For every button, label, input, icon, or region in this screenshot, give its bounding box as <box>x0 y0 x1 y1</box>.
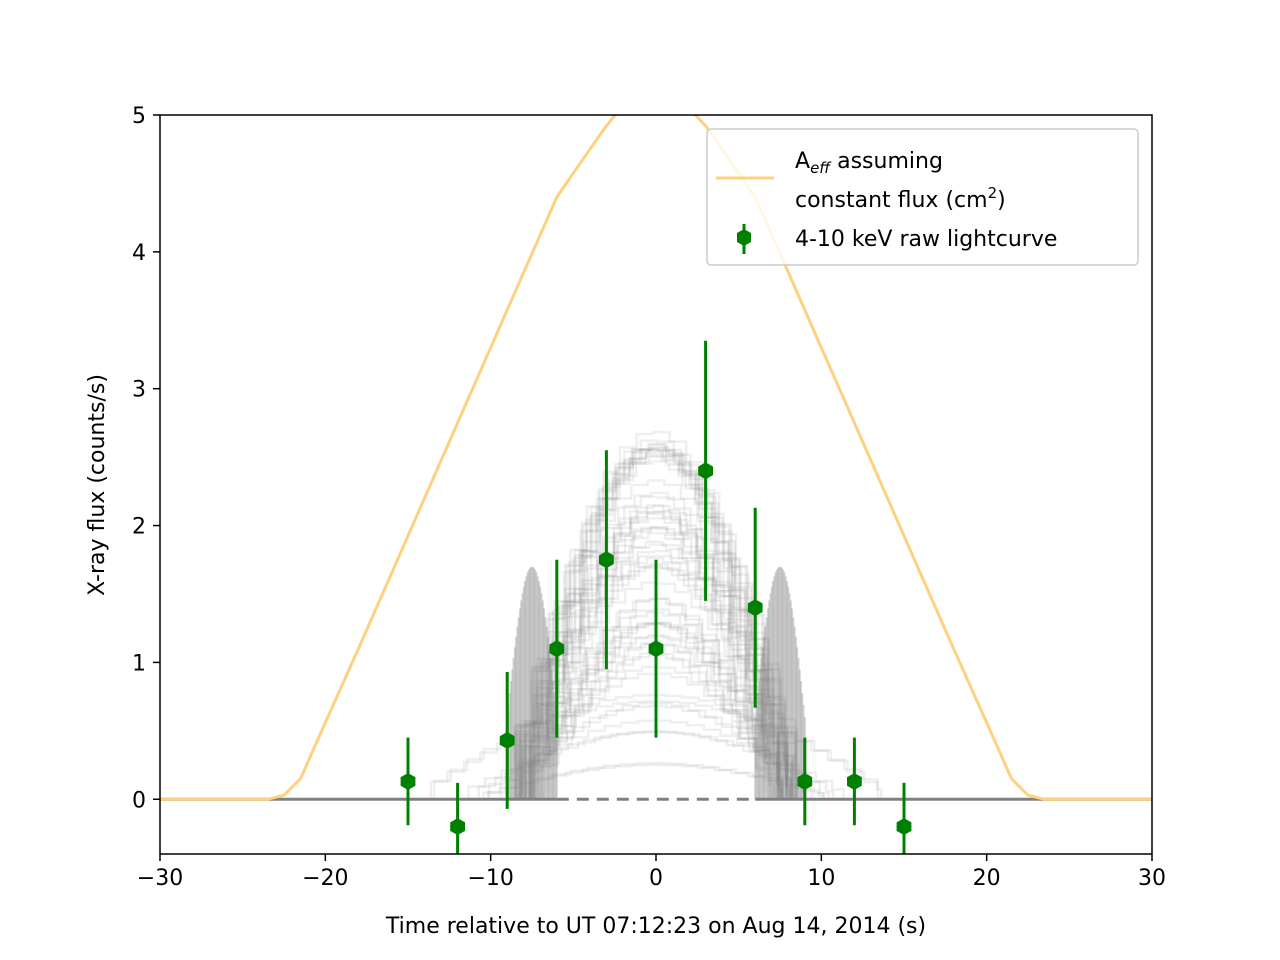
model-lightcurve <box>160 730 1152 801</box>
model-lightcurve <box>160 566 1152 801</box>
model-lightcurve <box>160 611 1152 801</box>
model-lightcurve <box>160 564 1152 801</box>
y-tick-label: 2 <box>132 515 146 540</box>
model-lightcurve <box>160 532 1152 801</box>
legend-aeff-label-line2: constant flux (cm2) <box>795 184 1006 213</box>
lightcurve-point <box>698 462 713 480</box>
lightcurve-point <box>599 551 614 569</box>
model-lightcurve <box>160 491 1152 801</box>
model-lightcurve <box>160 763 1152 801</box>
model-lightcurve <box>160 543 1152 801</box>
x-tick-label: 10 <box>807 866 835 891</box>
model-lightcurve <box>160 479 1152 801</box>
legend-box <box>706 128 1139 266</box>
model-lightcurve <box>160 597 1152 801</box>
model-lightcurve <box>160 665 1152 801</box>
y-tick-label: 0 <box>132 788 146 813</box>
model-lightcurve <box>160 443 1152 801</box>
model-lightcurve <box>160 510 1152 801</box>
lightcurve-point <box>549 640 565 658</box>
model-lightcurve <box>160 634 1152 801</box>
model-lightcurve <box>160 719 1152 801</box>
x-tick-label: −30 <box>137 866 183 891</box>
x-tick-label: 30 <box>1138 866 1166 891</box>
model-lightcurve <box>160 622 1152 801</box>
y-tick-label: 3 <box>132 378 146 403</box>
model-lightcurve <box>160 581 1152 801</box>
model-lightcurve <box>160 554 1152 801</box>
lightcurve-point <box>896 818 912 836</box>
lightcurve-point <box>847 773 862 790</box>
x-tick-label: 0 <box>649 866 663 891</box>
model-lightcurve <box>160 504 1152 801</box>
x-axis-label: Time relative to UT 07:12:23 on Aug 14, … <box>385 914 926 939</box>
model-lightcurve <box>160 454 1152 801</box>
legend-lightcurve-label: 4-10 keV raw lightcurve <box>795 227 1057 252</box>
x-tick-label: −10 <box>467 866 513 891</box>
y-axis-label: X-ray flux (counts/s) <box>85 374 110 596</box>
model-lightcurve <box>160 449 1152 801</box>
lightcurve-point <box>400 773 416 790</box>
y-axis: 0 1 2 3 4 5 <box>132 104 160 813</box>
model-lightcurve <box>160 557 1152 801</box>
model-lightcurve <box>160 540 1152 801</box>
model-lightcurve <box>160 704 1152 801</box>
legend-lightcurve-marker <box>737 229 751 246</box>
y-tick-label: 5 <box>132 104 146 129</box>
lightcurve-point <box>450 818 465 836</box>
x-axis: −30 −20 −10 0 10 20 30 <box>137 854 1166 891</box>
model-lightcurve <box>160 699 1152 801</box>
model-lightcurve <box>160 562 1152 801</box>
model-lightcurve <box>160 447 1152 801</box>
lightcurve-point <box>499 731 515 749</box>
lightcurve-point <box>797 773 813 790</box>
lightcurve-series <box>400 340 912 854</box>
y-tick-label: 4 <box>132 241 146 266</box>
model-lightcurve <box>160 443 1152 801</box>
model-lightcurve <box>160 761 1152 801</box>
lightcurve-point <box>648 640 664 658</box>
model-lightcurve <box>160 730 1152 801</box>
model-lightcurve <box>160 455 1152 801</box>
lightcurve-point <box>747 599 763 617</box>
model-lightcurve <box>160 702 1152 801</box>
model-lightcurve <box>160 447 1152 801</box>
aeff-line <box>160 115 1152 801</box>
x-tick-label: −20 <box>302 866 348 891</box>
model-lightcurve <box>160 597 1152 801</box>
aeff-series <box>160 115 1152 801</box>
legend-aeff-label: Aeff assuming <box>795 149 943 177</box>
model-lightcurve <box>160 622 1152 801</box>
y-tick-label: 1 <box>132 651 146 676</box>
legend: Aeff assuming constant flux (cm2) 4-10 k… <box>706 128 1139 266</box>
model-lightcurve <box>160 526 1152 801</box>
x-tick-label: 20 <box>973 866 1001 891</box>
model-lightcurve <box>160 526 1152 801</box>
